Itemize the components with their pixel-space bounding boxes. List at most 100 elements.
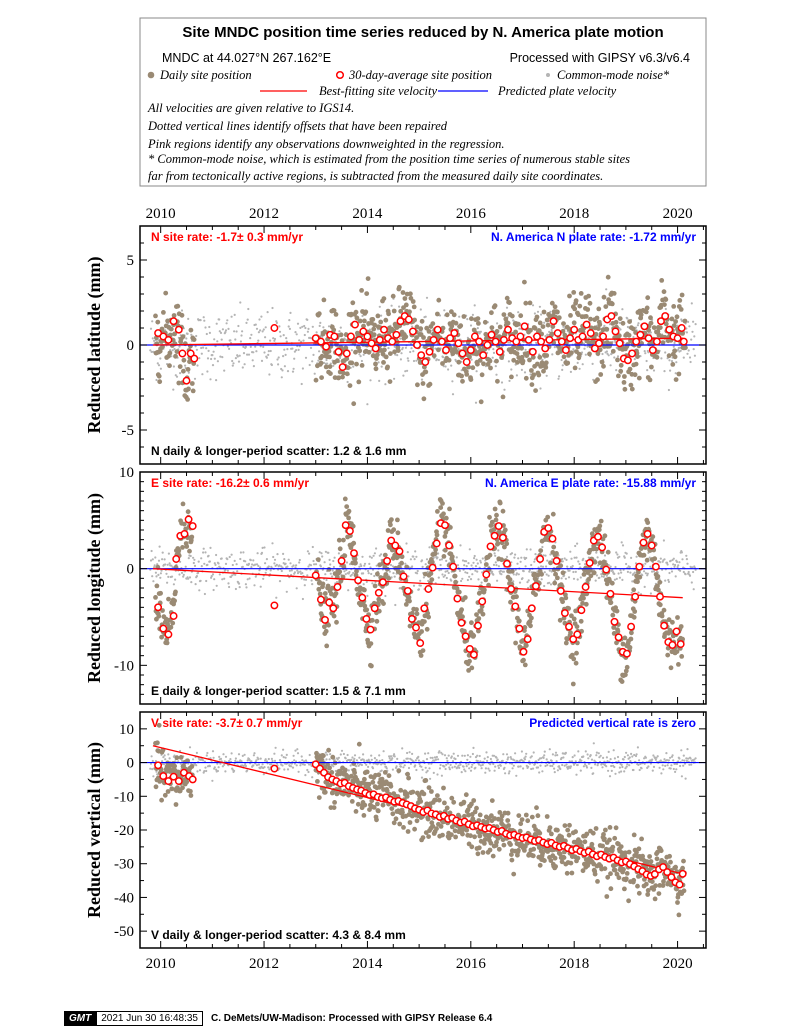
common-mode-point xyxy=(236,570,239,573)
common-mode-point xyxy=(647,351,650,354)
common-mode-point xyxy=(600,575,604,578)
common-mode-point xyxy=(629,571,632,574)
common-mode-point xyxy=(221,356,224,359)
common-mode-point xyxy=(395,765,398,768)
daily-point xyxy=(470,365,476,371)
common-mode-point xyxy=(371,767,375,770)
common-mode-point xyxy=(205,769,208,773)
common-mode-point xyxy=(505,555,509,559)
daily-point xyxy=(558,563,564,569)
common-mode-point xyxy=(278,767,281,770)
common-mode-point xyxy=(213,338,216,341)
common-mode-point xyxy=(426,769,429,773)
common-mode-point xyxy=(652,754,655,757)
daily-point xyxy=(489,310,494,316)
daily-point xyxy=(593,331,599,337)
daily-point xyxy=(350,779,356,785)
common-mode-point xyxy=(549,310,552,313)
common-mode-point xyxy=(424,563,427,566)
daily-point xyxy=(442,547,448,553)
common-mode-point xyxy=(479,764,482,767)
daily-point xyxy=(626,332,632,338)
common-mode-point xyxy=(264,562,267,565)
common-mode-point xyxy=(519,560,522,563)
common-mode-point xyxy=(484,767,487,770)
daily-point xyxy=(318,360,324,366)
common-mode-point xyxy=(577,750,580,753)
average-point xyxy=(449,562,458,571)
average-point xyxy=(362,614,371,623)
common-mode-point xyxy=(659,759,662,762)
common-mode-point xyxy=(161,551,164,554)
daily-point xyxy=(423,369,429,375)
common-mode-point xyxy=(380,769,383,772)
average-point xyxy=(178,349,187,358)
daily-point xyxy=(638,312,644,318)
daily-point xyxy=(353,560,358,566)
average-point xyxy=(490,531,499,540)
daily-point xyxy=(594,315,600,321)
chart-title: Site MNDC position time series reduced b… xyxy=(182,24,663,41)
common-mode-point xyxy=(230,752,233,755)
common-mode-point xyxy=(207,349,210,352)
common-mode-point xyxy=(384,383,387,386)
common-mode-point xyxy=(399,587,402,590)
daily-point xyxy=(414,335,419,340)
daily-point xyxy=(188,327,194,333)
common-mode-point xyxy=(643,570,646,573)
common-mode-point xyxy=(620,763,623,767)
common-mode-point xyxy=(204,766,207,769)
common-mode-point xyxy=(324,751,327,754)
daily-point xyxy=(322,624,327,630)
common-mode-point xyxy=(492,563,496,567)
common-mode-point xyxy=(543,750,546,753)
daily-point xyxy=(561,354,567,360)
daily-point xyxy=(680,331,685,336)
common-mode-point xyxy=(684,777,687,780)
common-mode-point xyxy=(369,379,372,382)
daily-point xyxy=(483,562,489,567)
common-mode-point xyxy=(367,569,370,573)
common-mode-point xyxy=(211,779,214,782)
common-mode-point xyxy=(234,757,237,760)
average-point xyxy=(544,524,553,533)
common-mode-point xyxy=(554,754,557,757)
common-mode-point xyxy=(633,753,636,757)
daily-point xyxy=(357,348,363,354)
common-mode-point xyxy=(478,332,481,335)
common-mode-point xyxy=(373,574,376,578)
daily-point xyxy=(458,323,464,329)
daily-point xyxy=(462,595,468,600)
common-mode-point xyxy=(622,758,625,761)
common-mode-point xyxy=(288,569,291,572)
common-mode-point xyxy=(637,591,640,594)
common-mode-point xyxy=(164,758,167,761)
common-mode-point xyxy=(301,759,304,762)
daily-point xyxy=(399,560,404,566)
common-mode-point xyxy=(579,576,582,579)
daily-point xyxy=(323,628,329,634)
daily-point xyxy=(444,312,450,318)
daily-point xyxy=(373,361,378,367)
common-mode-point xyxy=(295,349,298,352)
common-mode-point xyxy=(597,752,600,755)
common-mode-point xyxy=(375,564,378,567)
common-mode-point xyxy=(407,575,410,578)
common-mode-point xyxy=(475,558,478,561)
daily-point xyxy=(576,312,581,318)
common-mode-point xyxy=(258,569,261,572)
daily-point xyxy=(181,368,186,374)
daily-point xyxy=(673,377,679,382)
daily-point xyxy=(651,325,657,330)
daily-point xyxy=(496,529,502,535)
daily-point xyxy=(632,609,638,614)
daily-point xyxy=(657,602,663,608)
daily-point xyxy=(499,557,504,563)
average-point xyxy=(475,337,484,346)
common-mode-point xyxy=(319,565,322,568)
common-mode-point xyxy=(644,572,648,575)
daily-point xyxy=(353,572,359,578)
common-mode-point xyxy=(325,578,328,582)
common-mode-point xyxy=(294,566,297,569)
common-mode-point xyxy=(261,546,264,550)
